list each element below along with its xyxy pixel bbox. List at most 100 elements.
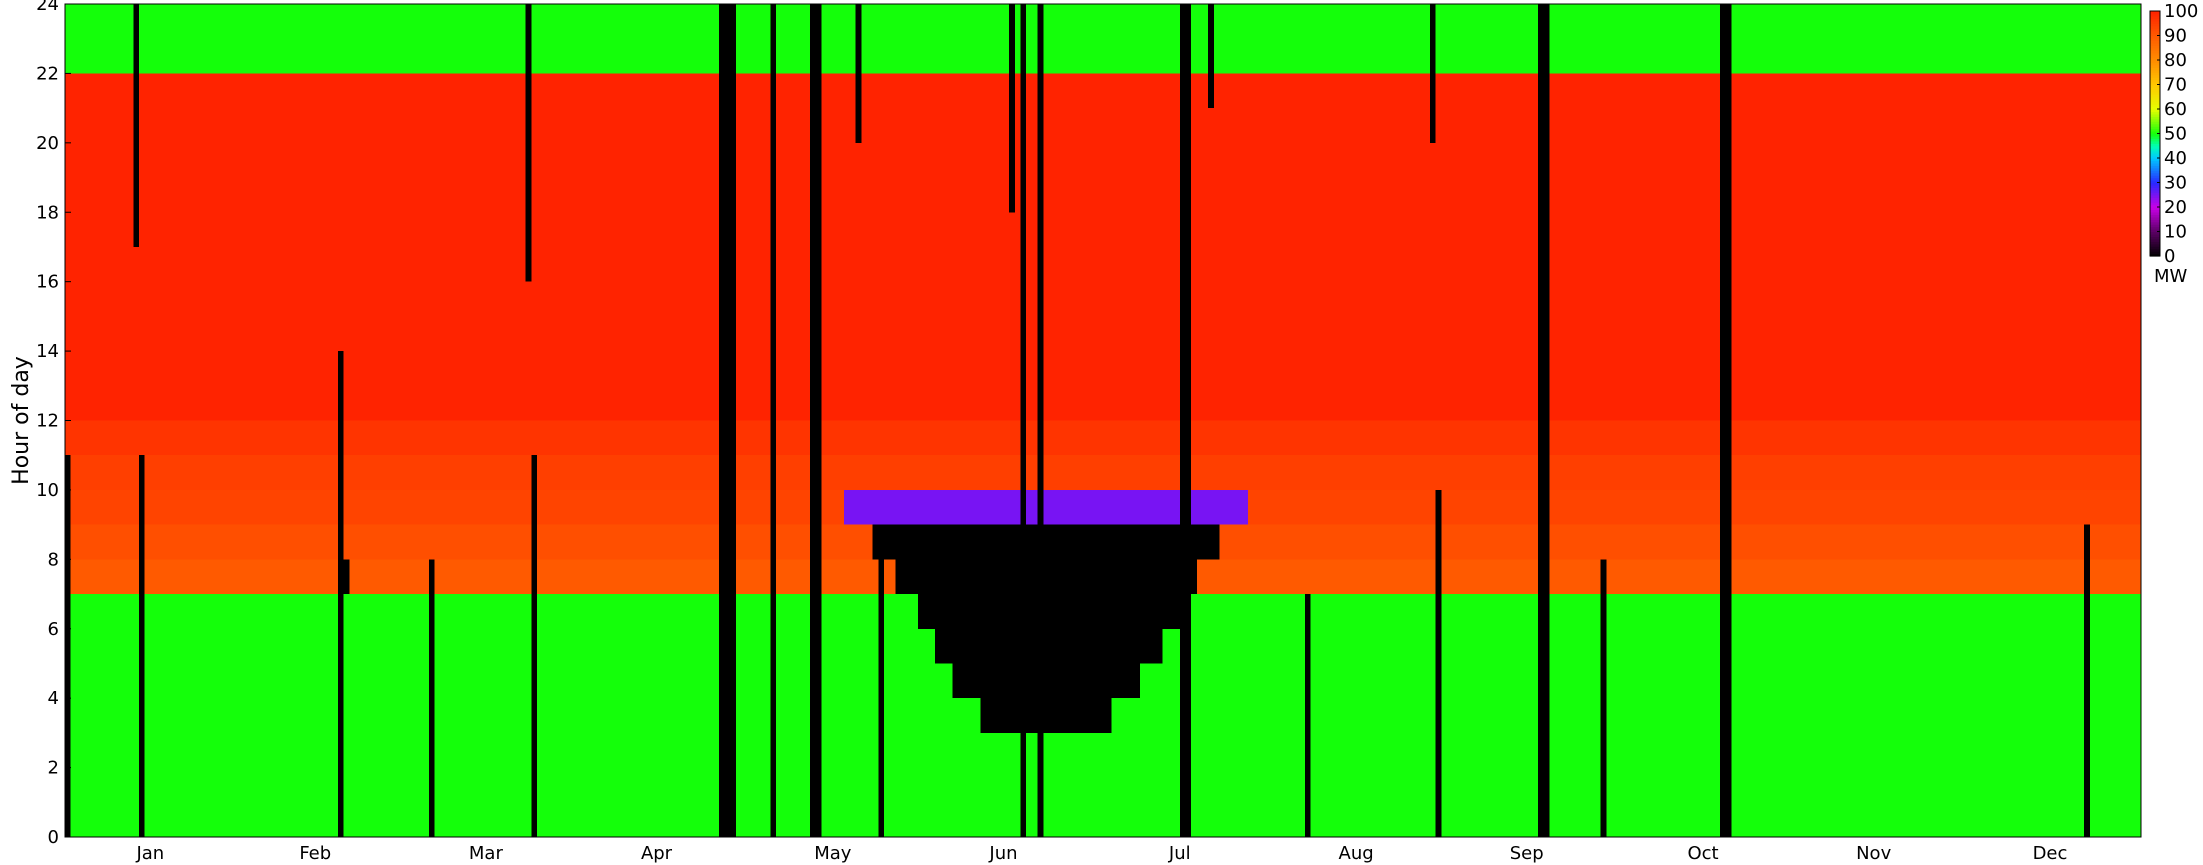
colorbar-swatch	[2150, 207, 2160, 211]
colorbar-swatch	[2150, 160, 2160, 164]
heatmap-trough-cell	[918, 594, 1180, 629]
colorbar-swatch	[2150, 30, 2160, 34]
y-tick-label: 4	[48, 688, 59, 709]
colorbar-swatch	[2150, 126, 2160, 130]
colorbar-swatch	[2150, 248, 2160, 252]
heatmap-outage-cell	[1538, 4, 1544, 837]
colorbar-swatch	[2150, 199, 2160, 203]
colorbar-swatch	[2150, 131, 2160, 135]
heatmap-trough-cell	[895, 559, 1197, 595]
y-tick-label: 18	[36, 202, 59, 223]
colorbar-swatch	[2150, 184, 2160, 188]
colorbar-swatch	[2150, 47, 2160, 51]
heatmap-outage-cell	[1543, 4, 1550, 837]
y-tick-label: 10	[36, 480, 59, 501]
colorbar-swatch	[2150, 20, 2160, 24]
y-tick-label: 12	[36, 411, 59, 432]
x-tick-label: Mar	[469, 843, 504, 864]
colorbar-swatch	[2150, 123, 2160, 127]
colorbar-tick-label: 50	[2164, 124, 2187, 145]
x-tick-label: Sep	[1510, 843, 1544, 864]
y-tick-label: 8	[48, 549, 59, 570]
y-tick-label: 20	[36, 133, 59, 154]
colorbar-swatch	[2150, 214, 2160, 218]
colorbar-swatch	[2150, 50, 2160, 54]
colorbar-swatch	[2150, 182, 2160, 186]
colorbar-swatch	[2150, 148, 2160, 152]
colorbar-swatch	[2150, 72, 2160, 76]
colorbar-swatch	[2150, 158, 2160, 162]
heatmap-band	[65, 420, 2141, 456]
colorbar-swatch	[2150, 165, 2160, 169]
colorbar-swatch	[2150, 162, 2160, 166]
x-tick-label: Dec	[2033, 843, 2068, 864]
colorbar: 0 10 20 30 40 50 60 70 80 90 100	[2149, 1, 2198, 267]
colorbar-swatch	[2150, 229, 2160, 233]
colorbar-tick-label: 60	[2164, 99, 2187, 120]
colorbar-swatch	[2150, 82, 2160, 86]
colorbar-swatch	[2150, 74, 2160, 78]
colorbar-swatch	[2150, 224, 2160, 228]
heatmap-outage-cell	[1208, 4, 1214, 109]
x-tick-label: Nov	[1856, 843, 1891, 864]
colorbar-tick-label: 30	[2164, 173, 2187, 194]
colorbar-swatch	[2150, 197, 2160, 201]
heatmap-outage-cell	[1725, 4, 1732, 837]
colorbar-swatch	[2150, 40, 2160, 44]
colorbar-swatch	[2150, 62, 2160, 66]
colorbar-tick-label: 70	[2164, 75, 2187, 96]
colorbar-swatch	[2150, 33, 2160, 37]
heatmap-outage-cell	[1179, 4, 1186, 837]
heatmap-outage-cell	[531, 455, 538, 837]
colorbar-swatch	[2150, 241, 2160, 245]
colorbar-swatch	[2150, 187, 2160, 191]
colorbar-swatch	[2150, 138, 2160, 142]
colorbar-swatch	[2150, 45, 2160, 49]
colorbar-tick-label: 100	[2164, 1, 2198, 22]
colorbar-swatch	[2150, 189, 2160, 193]
colorbar-swatch	[2150, 180, 2160, 184]
y-tick-label: 16	[36, 272, 59, 293]
colorbar-swatch	[2150, 145, 2160, 149]
colorbar-swatch	[2150, 64, 2160, 68]
heatmap-outage-cell	[1600, 559, 1607, 837]
x-tick-label: May	[814, 843, 852, 864]
y-tick-label: 22	[36, 63, 59, 84]
colorbar-swatch	[2150, 84, 2160, 88]
colorbar-swatch	[2150, 121, 2160, 125]
colorbar-swatch	[2150, 25, 2160, 29]
colorbar-swatch	[2150, 226, 2160, 230]
heatmap-trough-cell	[872, 524, 1220, 560]
colorbar-swatch	[2150, 216, 2160, 220]
colorbar-swatch	[2150, 89, 2160, 93]
heatmap-outage-cell	[810, 4, 816, 837]
colorbar-swatch	[2150, 113, 2160, 117]
colorbar-swatch	[2150, 155, 2160, 159]
colorbar-swatch	[2150, 101, 2160, 105]
x-tick-label: Feb	[299, 843, 331, 864]
heatmap-trough-cell	[935, 628, 1163, 664]
colorbar-swatch	[2150, 175, 2160, 179]
heatmap-outage-cell	[1009, 4, 1015, 213]
heatmap-trough-cell	[952, 663, 1140, 699]
x-axis: Jan Feb Mar Apr May Jun Jul Aug Sep Oct Nov Dec	[135, 843, 2067, 864]
colorbar-swatch	[2150, 99, 2160, 103]
x-tick-label: Jul	[1168, 843, 1191, 864]
heatmap-outage-cell	[1430, 4, 1436, 143]
colorbar-swatch	[2150, 96, 2160, 100]
colorbar-swatch	[2150, 209, 2160, 213]
heatmap-outage-cell	[133, 4, 139, 247]
colorbar-swatch	[2150, 238, 2160, 242]
heatmap-outage-cell	[138, 455, 145, 837]
heatmap-outage-cell	[878, 559, 885, 837]
heatmap-outage-cell	[1185, 4, 1192, 837]
colorbar-swatch	[2150, 104, 2160, 108]
colorbar-swatch	[2150, 192, 2160, 196]
y-tick-label: 2	[48, 758, 59, 779]
colorbar-swatch	[2150, 37, 2160, 41]
y-tick-label: 24	[36, 0, 59, 15]
colorbar-swatch	[2150, 128, 2160, 132]
colorbar-swatch	[2150, 13, 2160, 17]
heatmap-outage-cell	[1435, 489, 1442, 837]
